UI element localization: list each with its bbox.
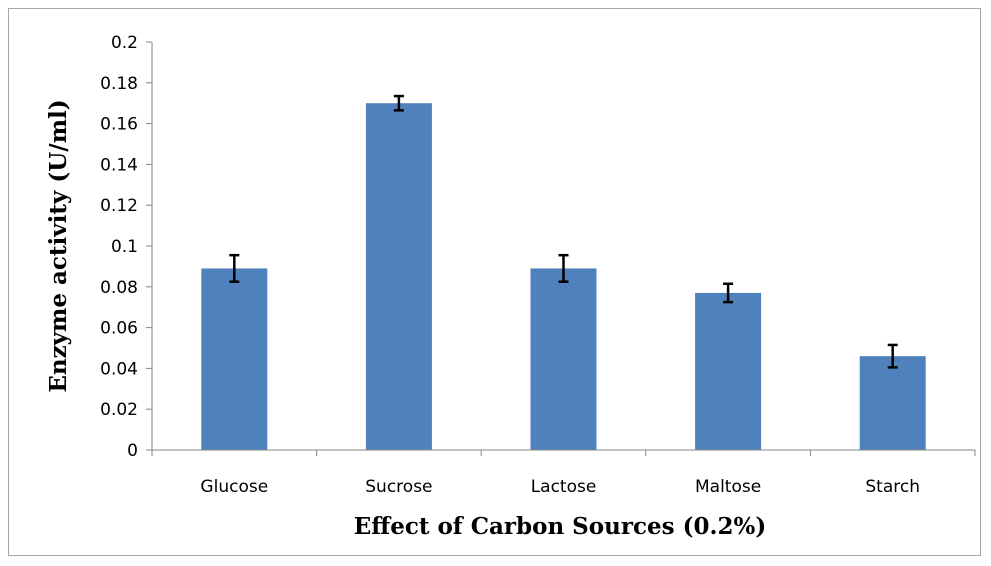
- y-tick-label: 0: [127, 441, 138, 461]
- error-bars: [229, 94, 898, 369]
- y-tick-label: 0.08: [100, 278, 138, 298]
- y-tick-label: 0.18: [100, 74, 138, 94]
- x-axis-title: Effect of Carbon Sources (0.2%): [354, 513, 766, 540]
- x-tick-label: Lactose: [531, 477, 597, 497]
- error-bar-lactose: [558, 253, 569, 283]
- y-tick-label: 0.02: [100, 400, 138, 420]
- bar-glucose: [201, 268, 268, 450]
- error-bar-starch: [887, 343, 898, 369]
- y-axis-ticks: 0 0.02 0.04 0.06 0.08 0.1 0.12 0.14 0.16 0.18 0.2: [100, 33, 152, 461]
- x-axis-labels: Glucose Sucrose Lactose Maltose Starch: [200, 477, 920, 497]
- bars: [201, 103, 926, 450]
- x-tick-label: Glucose: [200, 477, 268, 497]
- x-tick-label: Maltose: [695, 477, 761, 497]
- y-tick-label: 0.12: [100, 196, 138, 216]
- error-bar-maltose: [723, 282, 734, 304]
- bar-starch: [859, 356, 926, 450]
- axes: [151, 42, 976, 456]
- error-bar-glucose: [229, 253, 240, 283]
- y-tick-label: 0.14: [100, 155, 138, 175]
- y-tick-label: 0.06: [100, 319, 138, 339]
- error-bar-sucrose: [393, 94, 404, 112]
- y-tick-label: 0.1: [111, 237, 138, 257]
- y-axis-title: Enzyme activity (U/ml): [45, 99, 72, 392]
- bar-lactose: [530, 268, 597, 450]
- y-tick-label: 0.04: [100, 359, 138, 379]
- x-tick-label: Starch: [865, 477, 920, 497]
- chart-frame: [8, 8, 981, 556]
- x-tick-label: Sucrose: [365, 477, 432, 497]
- bar-maltose: [695, 292, 762, 450]
- bar-sucrose: [365, 103, 432, 450]
- y-tick-label: 0.2: [111, 33, 138, 53]
- y-tick-label: 0.16: [100, 115, 138, 135]
